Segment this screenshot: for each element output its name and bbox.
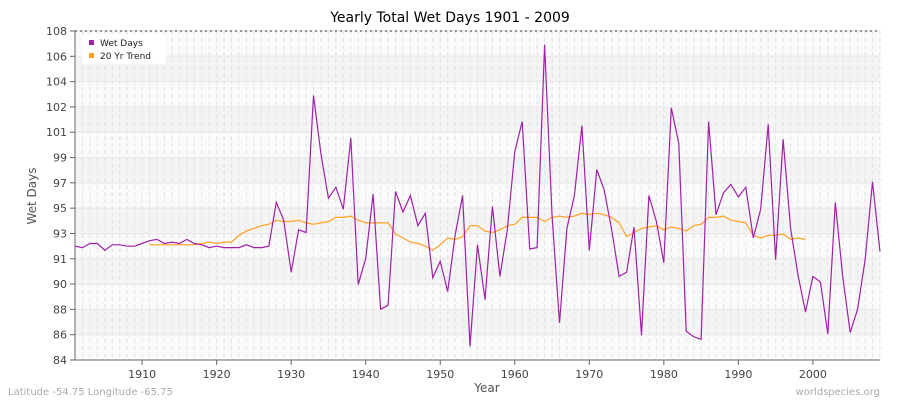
y-tick-label: 106: [46, 50, 67, 63]
y-tick-label: 93: [53, 227, 67, 240]
y-tick-label: 101: [46, 126, 67, 139]
legend-swatch-wet-days: [89, 40, 94, 45]
legend: Wet Days 20 Yr Trend: [82, 34, 166, 64]
y-tick-label: 84: [53, 354, 67, 367]
x-tick-label: 1940: [352, 368, 380, 381]
y-tick-label: 108: [46, 25, 67, 38]
footer-coordinates: Latitude -54.75 Longitude -65.75: [8, 387, 173, 398]
y-tick-label: 99: [53, 152, 67, 165]
x-tick-label: 1930: [277, 368, 305, 381]
y-tick-label: 102: [46, 101, 67, 114]
x-axis-label: Year: [473, 381, 499, 395]
y-axis-label: Wet Days: [25, 167, 39, 224]
y-tick-label: 95: [53, 202, 67, 215]
x-tick-label: 1910: [128, 368, 156, 381]
x-tick-label: 1970: [575, 368, 603, 381]
y-tick-label: 91: [53, 253, 67, 266]
y-tick-label: 86: [53, 329, 67, 342]
x-tick-label: 1960: [501, 368, 529, 381]
y-tick-label: 88: [53, 303, 67, 316]
series-line-wet-days: [74, 44, 881, 347]
chart-title: Yearly Total Wet Days 1901 - 2009: [329, 10, 570, 26]
x-tick-label: 1980: [650, 368, 678, 381]
legend-swatch-trend: [89, 53, 94, 58]
x-tick-label: 1990: [724, 368, 752, 381]
legend-label-wet-days: Wet Days: [100, 39, 143, 49]
x-tick-label: 2000: [799, 368, 827, 381]
y-tick-label: 90: [53, 278, 67, 291]
x-tick-label: 1950: [426, 368, 454, 381]
legend-label-trend: 20 Yr Trend: [100, 52, 151, 62]
series-line-20-yr-trend: [149, 212, 806, 252]
x-tick-label: 1920: [203, 368, 231, 381]
y-tick-label: 104: [46, 76, 67, 89]
y-tick-label: 97: [53, 177, 67, 190]
footer-source: worldspecies.org: [796, 387, 880, 398]
